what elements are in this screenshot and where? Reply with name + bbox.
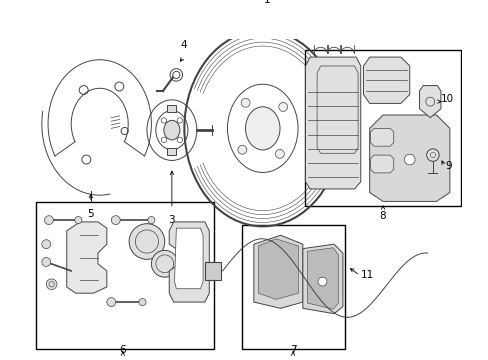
Ellipse shape (241, 98, 249, 107)
Text: 9: 9 (445, 161, 451, 171)
Text: 8: 8 (379, 211, 386, 221)
Text: 5: 5 (87, 208, 94, 219)
Polygon shape (302, 244, 342, 314)
Text: 6: 6 (120, 345, 126, 355)
Ellipse shape (151, 251, 178, 277)
Ellipse shape (278, 103, 287, 111)
Polygon shape (167, 148, 176, 155)
Ellipse shape (42, 257, 51, 266)
Ellipse shape (317, 277, 326, 286)
Ellipse shape (44, 216, 53, 225)
Ellipse shape (245, 107, 280, 150)
Polygon shape (67, 222, 107, 293)
Polygon shape (174, 228, 203, 289)
Ellipse shape (129, 224, 164, 259)
Text: 7: 7 (289, 345, 296, 355)
Ellipse shape (237, 145, 246, 154)
Polygon shape (419, 86, 440, 118)
Polygon shape (306, 248, 338, 309)
Polygon shape (370, 129, 393, 146)
Polygon shape (258, 239, 298, 300)
Ellipse shape (426, 149, 438, 161)
Ellipse shape (111, 216, 120, 225)
Polygon shape (369, 115, 449, 201)
Ellipse shape (107, 298, 116, 307)
Polygon shape (305, 57, 360, 189)
Polygon shape (363, 57, 409, 103)
Bar (204, 262, 221, 280)
Ellipse shape (42, 240, 51, 249)
Bar (242, 225, 344, 349)
Ellipse shape (46, 279, 57, 289)
Ellipse shape (139, 298, 146, 306)
Ellipse shape (75, 217, 81, 224)
Text: 1: 1 (264, 0, 270, 5)
Polygon shape (253, 235, 302, 308)
Text: 4: 4 (180, 40, 186, 50)
Text: 10: 10 (440, 94, 453, 104)
Text: 2: 2 (352, 155, 359, 165)
Text: 3: 3 (168, 215, 175, 225)
Text: 11: 11 (360, 270, 373, 280)
Ellipse shape (404, 154, 414, 165)
Ellipse shape (163, 120, 180, 140)
Polygon shape (167, 105, 176, 112)
Bar (304, 50, 460, 206)
Polygon shape (169, 222, 209, 302)
Polygon shape (370, 155, 393, 173)
Ellipse shape (275, 149, 284, 158)
Ellipse shape (147, 217, 155, 224)
Bar (36, 202, 213, 349)
